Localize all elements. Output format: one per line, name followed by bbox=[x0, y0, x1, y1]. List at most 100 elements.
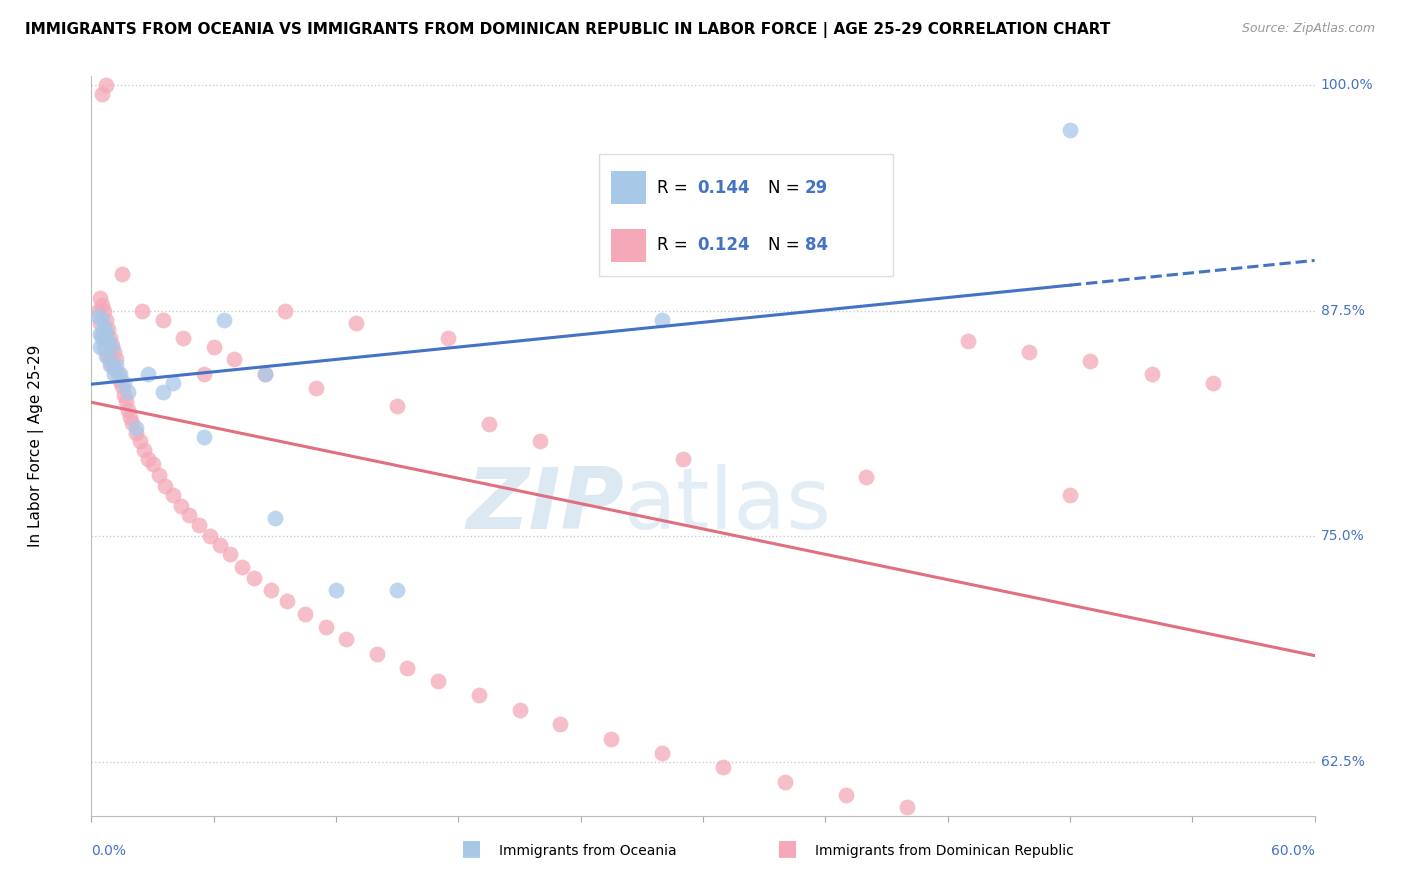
Point bbox=[138, 367, 160, 381]
Point bbox=[111, 379, 134, 393]
Point bbox=[103, 367, 125, 381]
Point bbox=[101, 340, 124, 354]
Point bbox=[385, 583, 409, 598]
Point bbox=[141, 457, 163, 471]
Point bbox=[120, 410, 142, 425]
Point bbox=[264, 511, 287, 525]
Point bbox=[89, 326, 111, 341]
Point bbox=[325, 583, 347, 598]
Point bbox=[1140, 367, 1163, 381]
Point bbox=[125, 421, 148, 435]
Point bbox=[138, 451, 160, 466]
Point bbox=[600, 731, 623, 746]
Point bbox=[193, 430, 215, 444]
Point bbox=[112, 376, 135, 390]
Point bbox=[90, 87, 112, 101]
Text: Source: ZipAtlas.com: Source: ZipAtlas.com bbox=[1241, 22, 1375, 36]
Point bbox=[90, 326, 112, 341]
Point bbox=[134, 442, 156, 457]
Text: N =: N = bbox=[768, 178, 804, 197]
Point bbox=[89, 291, 111, 305]
Point bbox=[107, 367, 129, 381]
Point bbox=[956, 334, 979, 349]
Text: Immigrants from Dominican Republic: Immigrants from Dominican Republic bbox=[815, 844, 1074, 858]
Point bbox=[1202, 376, 1225, 390]
Point bbox=[97, 349, 120, 363]
Point bbox=[202, 340, 225, 354]
Point bbox=[243, 571, 266, 585]
Point bbox=[773, 775, 796, 789]
FancyBboxPatch shape bbox=[612, 228, 645, 262]
Point bbox=[90, 331, 112, 345]
Text: 62.5%: 62.5% bbox=[1320, 755, 1365, 769]
Point bbox=[125, 426, 148, 441]
Point bbox=[304, 381, 326, 395]
Point bbox=[276, 594, 298, 608]
Point bbox=[90, 298, 112, 312]
Point bbox=[231, 560, 253, 574]
Text: 0.0%: 0.0% bbox=[91, 845, 127, 858]
Point bbox=[162, 376, 184, 390]
Point bbox=[89, 340, 111, 354]
Text: 0.124: 0.124 bbox=[697, 236, 749, 254]
Point bbox=[117, 403, 139, 417]
Point bbox=[385, 399, 409, 413]
Point bbox=[162, 488, 184, 502]
Point bbox=[198, 529, 221, 543]
Point bbox=[172, 331, 194, 345]
Point bbox=[90, 312, 112, 326]
Point bbox=[315, 619, 337, 633]
Text: 87.5%: 87.5% bbox=[1320, 303, 1365, 318]
Point bbox=[94, 312, 117, 326]
Text: ■: ■ bbox=[461, 838, 481, 858]
Point bbox=[97, 334, 120, 349]
Text: 0.144: 0.144 bbox=[697, 178, 749, 197]
Text: Immigrants from Oceania: Immigrants from Oceania bbox=[499, 844, 676, 858]
Point bbox=[103, 345, 125, 359]
Text: IMMIGRANTS FROM OCEANIA VS IMMIGRANTS FROM DOMINICAN REPUBLIC IN LABOR FORCE | A: IMMIGRANTS FROM OCEANIA VS IMMIGRANTS FR… bbox=[25, 22, 1111, 38]
Point bbox=[108, 374, 131, 388]
Point bbox=[103, 361, 125, 376]
Point bbox=[117, 384, 139, 399]
FancyBboxPatch shape bbox=[612, 171, 645, 204]
Point bbox=[896, 800, 918, 814]
Point bbox=[529, 434, 551, 448]
Point bbox=[94, 340, 117, 354]
Point bbox=[550, 717, 572, 731]
Point bbox=[94, 325, 117, 339]
Point bbox=[170, 499, 193, 513]
FancyBboxPatch shape bbox=[599, 153, 893, 276]
Point bbox=[711, 760, 734, 774]
Point bbox=[89, 316, 111, 330]
Point bbox=[294, 607, 316, 621]
Point bbox=[335, 632, 357, 647]
Point bbox=[219, 547, 242, 561]
Point bbox=[121, 416, 143, 430]
Point bbox=[1018, 345, 1040, 359]
Text: 84: 84 bbox=[804, 236, 828, 254]
Point bbox=[86, 303, 108, 318]
Point bbox=[346, 316, 368, 330]
Point bbox=[437, 331, 460, 345]
Point bbox=[1059, 123, 1081, 137]
Point bbox=[188, 518, 211, 533]
Point bbox=[129, 434, 152, 448]
Point bbox=[253, 367, 276, 381]
Point bbox=[148, 467, 170, 482]
Point bbox=[93, 303, 115, 318]
Point bbox=[152, 312, 174, 326]
Text: 29: 29 bbox=[804, 178, 828, 197]
Point bbox=[274, 303, 297, 318]
Point bbox=[104, 352, 127, 367]
Point bbox=[208, 538, 231, 552]
Point bbox=[1080, 354, 1102, 368]
Point bbox=[212, 312, 235, 326]
Text: 100.0%: 100.0% bbox=[1320, 78, 1374, 92]
Point bbox=[672, 451, 695, 466]
Point bbox=[152, 384, 174, 399]
Point bbox=[1059, 488, 1081, 502]
Point bbox=[260, 583, 283, 598]
Point bbox=[97, 321, 120, 335]
Point bbox=[94, 349, 117, 363]
Point bbox=[101, 338, 124, 352]
